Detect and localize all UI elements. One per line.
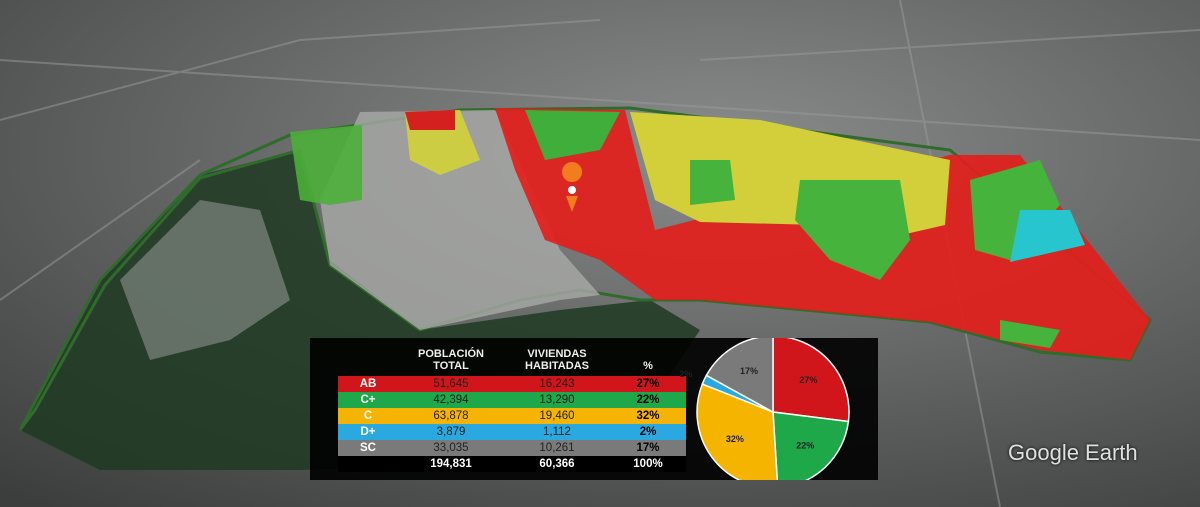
table-row: AB 51,645 16,243 27% bbox=[338, 376, 686, 392]
pie-label: 17% bbox=[740, 366, 758, 376]
table-cell: 42,394 bbox=[398, 392, 504, 408]
header-cell: POBLACIÓN TOTAL bbox=[418, 348, 484, 372]
green-zone bbox=[795, 180, 910, 280]
total-cell: 100% bbox=[610, 456, 686, 472]
pie-chart: 27% 22% 32% 2% 17% bbox=[680, 338, 850, 480]
table-cell: 22% bbox=[610, 392, 686, 408]
table-cell: 51,645 bbox=[398, 376, 504, 392]
header-cell: % bbox=[643, 360, 653, 372]
grey-zone bbox=[120, 200, 290, 360]
green-zone bbox=[1000, 320, 1060, 348]
pie-label: 22% bbox=[796, 441, 814, 451]
cyan-zone bbox=[1010, 210, 1085, 262]
table-cell: 3,879 bbox=[398, 424, 504, 440]
table-cell: D+ bbox=[338, 424, 398, 440]
table-cell: SC bbox=[338, 440, 398, 456]
green-zone bbox=[970, 160, 1060, 260]
table-cell bbox=[338, 456, 398, 472]
table-cell: 1,112 bbox=[504, 424, 610, 440]
pie-label: 32% bbox=[726, 434, 744, 444]
grey-zone bbox=[320, 110, 600, 330]
red-zone bbox=[405, 110, 455, 130]
location-pin bbox=[562, 162, 583, 212]
pie-slice bbox=[772, 338, 850, 423]
data-table: POBLACIÓN TOTAL VIVIENDAS HABITADAS% AB 51… bbox=[338, 348, 686, 472]
table-body: AB 51,645 16,243 27% C+ 42,394 13,290 22% C 63,87… bbox=[338, 376, 686, 472]
table-cell: 33,035 bbox=[398, 440, 504, 456]
table-cell: C bbox=[338, 408, 398, 424]
table-row: SC 33,035 10,261 17% bbox=[338, 440, 686, 456]
table-cell: 13,290 bbox=[504, 392, 610, 408]
pie-label: 2% bbox=[680, 369, 692, 379]
table-row: C 63,878 19,460 32% bbox=[338, 408, 686, 424]
table-total-row: 194,831 60,366 100% bbox=[338, 456, 686, 472]
pie-label: 27% bbox=[799, 375, 817, 385]
table-cell: 63,878 bbox=[398, 408, 504, 424]
table-cell: 17% bbox=[610, 440, 686, 456]
green-zone bbox=[290, 125, 362, 205]
table-cell: 10,261 bbox=[504, 440, 610, 456]
pie-slice bbox=[696, 383, 779, 480]
table-cell: C+ bbox=[338, 392, 398, 408]
table-row: D+ 3,879 1,112 2% bbox=[338, 424, 686, 440]
header-cell: VIVIENDAS HABITADAS bbox=[525, 348, 589, 372]
total-cell: 194,831 bbox=[398, 456, 504, 472]
table-cell: 19,460 bbox=[504, 408, 610, 424]
green-zone bbox=[525, 110, 620, 160]
table-cell: AB bbox=[338, 376, 398, 392]
location-pin-dot bbox=[568, 186, 576, 194]
pie-slice bbox=[772, 411, 850, 480]
pie-slice bbox=[705, 338, 774, 414]
table-cell: 32% bbox=[610, 408, 686, 424]
table-cell: 16,243 bbox=[504, 376, 610, 392]
legend-panel: POBLACIÓN TOTAL VIVIENDAS HABITADAS% AB 51… bbox=[310, 338, 878, 480]
green-zone bbox=[690, 160, 735, 205]
table-row: C+ 42,394 13,290 22% bbox=[338, 392, 686, 408]
table-header: POBLACIÓN TOTAL VIVIENDAS HABITADAS% bbox=[338, 348, 686, 376]
table-cell: 2% bbox=[610, 424, 686, 440]
header-cell bbox=[338, 348, 398, 376]
table-cell: 27% bbox=[610, 376, 686, 392]
total-cell: 60,366 bbox=[504, 456, 610, 472]
watermark: Google Earth bbox=[1008, 440, 1138, 465]
